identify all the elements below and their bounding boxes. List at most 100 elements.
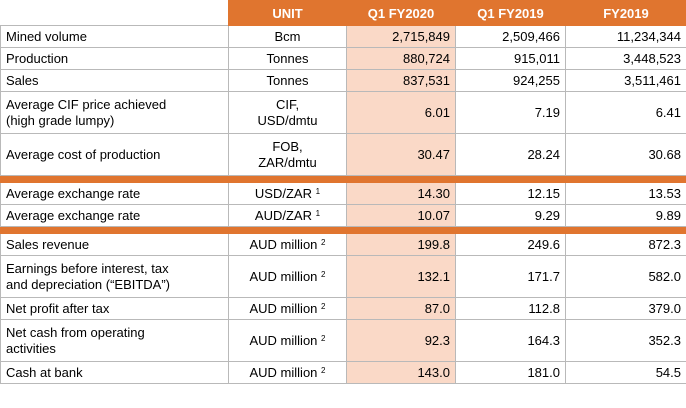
value-q1-fy2020: 199.8 xyxy=(346,233,456,256)
value-q1-fy2019: 181.0 xyxy=(455,361,566,384)
table-row: Average exchange rate AUD/ZAR 1 10.07 9.29 9… xyxy=(0,204,686,227)
section-separator-bar xyxy=(0,226,686,234)
value-q1-fy2020: 837,531 xyxy=(346,69,456,92)
header-fy2019: FY2019 xyxy=(565,0,686,26)
value-fy2019: 3,448,523 xyxy=(565,47,686,70)
row-label-line: Average cost of production xyxy=(6,146,161,162)
header-q1-fy2019: Q1 FY2019 xyxy=(455,0,566,26)
row-label: Production xyxy=(0,47,229,70)
value-fy2019: 6.41 xyxy=(565,91,686,134)
row-unit: AUD million 2 xyxy=(228,233,347,256)
value-q1-fy2020: 6.01 xyxy=(346,91,456,134)
value-fy2019: 582.0 xyxy=(565,255,686,298)
table-row: Net profit after tax AUD million 2 87.0 112… xyxy=(0,297,686,320)
row-unit-line: Bcm xyxy=(274,28,301,44)
value-q1-fy2020: 87.0 xyxy=(346,297,456,320)
row-unit: FOB, ZAR/dmtu xyxy=(228,133,347,176)
value-q1-fy2020: 880,724 xyxy=(346,47,456,70)
value-fy2019: 9.89 xyxy=(565,204,686,227)
row-unit-line: AUD million xyxy=(249,268,318,284)
table-row: Sales Tonnes 837,531 924,255 3,511,461 xyxy=(0,69,686,92)
row-unit: AUD/ZAR 1 xyxy=(228,204,347,227)
value-q1-fy2020: 143.0 xyxy=(346,361,456,384)
value-q1-fy2020: 132.1 xyxy=(346,255,456,298)
value-q1-fy2019: 7.19 xyxy=(455,91,566,134)
table-row: Earnings before interest, tax and depreci… xyxy=(0,255,686,298)
row-label: Sales xyxy=(0,69,229,92)
row-label: Average exchange rate xyxy=(0,204,229,227)
row-unit: AUD million 2 xyxy=(228,297,347,320)
row-label-line: Net profit after tax xyxy=(6,300,110,316)
value-fy2019: 30.68 xyxy=(565,133,686,176)
footnote-marker: 1 xyxy=(315,208,321,218)
value-q1-fy2020: 14.30 xyxy=(346,182,456,205)
row-unit-line: AUD million xyxy=(249,364,318,380)
header-blank xyxy=(0,0,229,26)
row-label: Earnings before interest, tax and depreci… xyxy=(0,255,229,298)
section-separator xyxy=(0,226,686,234)
value-q1-fy2019: 171.7 xyxy=(455,255,566,298)
footnote-marker: 2 xyxy=(321,365,326,375)
table-row: Net cash from operating activities AUD mil… xyxy=(0,319,686,362)
row-label: Cash at bank xyxy=(0,361,229,384)
row-label-line: Production xyxy=(6,50,69,66)
value-q1-fy2019: 112.8 xyxy=(455,297,566,320)
row-unit-line: AUD/ZAR xyxy=(254,207,312,223)
value-fy2019: 872.3 xyxy=(565,233,686,256)
value-q1-fy2019: 2,509,466 xyxy=(455,25,566,48)
row-unit-line: AUD million xyxy=(249,236,318,252)
row-label-line: Average exchange rate xyxy=(6,185,141,201)
row-label: Average cost of production xyxy=(0,133,229,176)
row-label-line: Sales revenue xyxy=(6,236,90,252)
section-separator-bar xyxy=(0,175,686,183)
footnote-marker: 2 xyxy=(321,301,326,311)
row-label: Net cash from operating activities xyxy=(0,319,229,362)
row-label-line: Average exchange rate xyxy=(6,207,141,223)
row-unit: Tonnes xyxy=(228,69,347,92)
row-label-line: activities xyxy=(6,340,56,356)
value-q1-fy2019: 28.24 xyxy=(455,133,566,176)
value-q1-fy2019: 915,011 xyxy=(455,47,566,70)
row-label: Sales revenue xyxy=(0,233,229,256)
table-row: Cash at bank AUD million 2 143.0 181.0 54.5 xyxy=(0,361,686,384)
header-unit: UNIT xyxy=(228,0,347,26)
section-separator xyxy=(0,175,686,183)
value-q1-fy2019: 12.15 xyxy=(455,182,566,205)
value-q1-fy2020: 92.3 xyxy=(346,319,456,362)
value-fy2019: 11,234,344 xyxy=(565,25,686,48)
table-row: Average CIF price achieved (high grade lu… xyxy=(0,91,686,134)
row-label-line: Net cash from operating xyxy=(6,324,145,340)
row-label-line: Cash at bank xyxy=(6,364,83,380)
row-unit-line: CIF, xyxy=(275,96,300,112)
row-label-line: and depreciation (“EBITDA”) xyxy=(6,276,171,292)
table-row: Average cost of production FOB, ZAR/dmtu 30… xyxy=(0,133,686,176)
row-label-line: Average CIF price achieved xyxy=(6,96,167,112)
row-label: Average CIF price achieved (high grade lu… xyxy=(0,91,229,134)
row-unit: Tonnes xyxy=(228,47,347,70)
row-unit-line: USD/ZAR xyxy=(254,185,312,201)
header-row: UNIT Q1 FY2020 Q1 FY2019 FY2019 xyxy=(0,0,686,26)
footnote-marker: 2 xyxy=(321,333,326,343)
row-label-line: (high grade lumpy) xyxy=(6,112,115,128)
row-unit-line: AUD million xyxy=(249,300,318,316)
row-label: Average exchange rate xyxy=(0,182,229,205)
value-q1-fy2019: 249.6 xyxy=(455,233,566,256)
operating-results-table: UNIT Q1 FY2020 Q1 FY2019 FY2019 Mined vo… xyxy=(0,0,686,384)
table-row: Sales revenue AUD million 2 199.8 249.6 872.… xyxy=(0,233,686,256)
value-q1-fy2020: 30.47 xyxy=(346,133,456,176)
footnote-marker: 2 xyxy=(321,269,326,279)
row-label: Mined volume xyxy=(0,25,229,48)
row-unit-line: AUD million xyxy=(249,332,318,348)
row-unit: CIF, USD/dmtu xyxy=(228,91,347,134)
row-label-line: Mined volume xyxy=(6,28,87,44)
row-label-line: Earnings before interest, tax xyxy=(6,260,169,276)
value-q1-fy2019: 9.29 xyxy=(455,204,566,227)
table-row: Mined volume Bcm 2,715,849 2,509,466 11,234,… xyxy=(0,25,686,48)
row-unit-line: FOB, xyxy=(272,138,303,154)
row-unit: AUD million 2 xyxy=(228,319,347,362)
table-row: Production Tonnes 880,724 915,011 3,448,523 xyxy=(0,47,686,70)
value-fy2019: 352.3 xyxy=(565,319,686,362)
value-q1-fy2019: 164.3 xyxy=(455,319,566,362)
row-unit: AUD million 2 xyxy=(228,361,347,384)
value-q1-fy2019: 924,255 xyxy=(455,69,566,92)
